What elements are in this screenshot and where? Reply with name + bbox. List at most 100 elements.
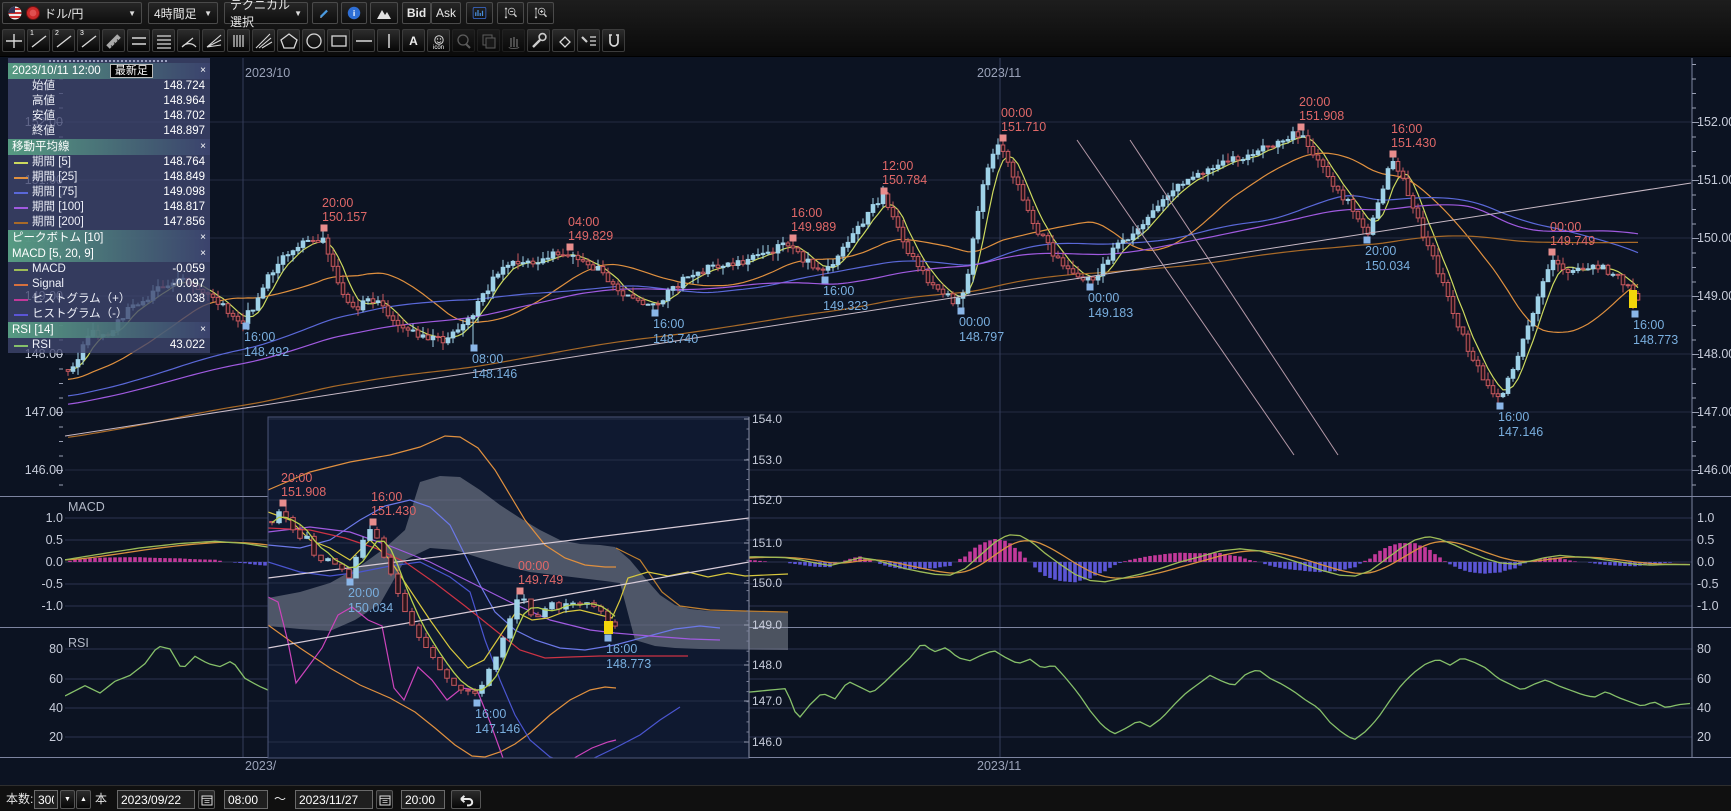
eraser-tool[interactable] xyxy=(552,29,575,52)
from-date-input[interactable] xyxy=(117,790,195,809)
zoom-in-vertical-button[interactable] xyxy=(527,2,554,24)
count-decrement-button[interactable]: ▼ xyxy=(60,790,75,809)
line-swatch-icon xyxy=(14,345,28,347)
count-increment-button[interactable]: ▲ xyxy=(76,790,91,809)
timeframe-select[interactable]: 4時間足 ▼ xyxy=(148,2,218,24)
low-marker xyxy=(346,578,354,586)
annotation-price: 150.157 xyxy=(322,210,367,224)
peakbottom-section-header: ピークボトム [10] × xyxy=(8,230,210,246)
svg-text:149.0: 149.0 xyxy=(752,618,782,632)
chart-background xyxy=(0,56,1731,785)
technical-select-button[interactable]: テクニカル選択 ▼ xyxy=(224,0,308,29)
row-label: 安値 xyxy=(32,110,55,122)
icon-tool-label: icon xyxy=(432,45,444,51)
low-marker xyxy=(242,322,250,330)
rsi-section-header: RSI [14] × xyxy=(8,322,210,338)
to-date-input[interactable] xyxy=(295,790,373,809)
bar-chart-icon xyxy=(472,7,487,19)
revert-tool[interactable] xyxy=(452,29,475,52)
range-tilde-label: ～ xyxy=(274,792,287,806)
copy-tool[interactable] xyxy=(477,29,500,52)
pentagon-tool[interactable] xyxy=(277,29,300,52)
panel-drag-handle[interactable] xyxy=(49,58,169,63)
trendline3-tool[interactable]: 3 xyxy=(77,29,100,52)
line-swatch-icon xyxy=(14,284,28,286)
from-date-calendar-button[interactable] xyxy=(198,790,215,809)
high-marker xyxy=(789,234,797,242)
text-tool[interactable]: A xyxy=(402,29,425,52)
annotation-price: 151.908 xyxy=(281,485,326,499)
ask-toggle[interactable]: Ask xyxy=(431,2,461,24)
zoom-out-vertical-button[interactable] xyxy=(497,2,524,24)
trendline1-tool[interactable]: 1 xyxy=(27,29,50,52)
to-date-calendar-button[interactable] xyxy=(376,790,393,809)
row-label: 始値 xyxy=(32,80,55,92)
close-icon[interactable]: × xyxy=(200,324,206,335)
macd-panel-title: MACD xyxy=(68,500,105,514)
inset-zoom-window[interactable]: 154.0 153.0 152.0 151.0 150.0 149.0 148.0 147.0… xyxy=(267,412,789,785)
chart-style-button[interactable] xyxy=(466,2,493,24)
bid-label: Bid xyxy=(406,6,427,20)
latest-bar-badge: 最新足 xyxy=(109,64,153,78)
fan-arc-tool[interactable] xyxy=(177,29,200,52)
crosshair-tool[interactable] xyxy=(2,29,25,52)
vertical-line-tool[interactable] xyxy=(377,29,400,52)
trendline xyxy=(1129,139,1339,456)
pitchfork-tool[interactable] xyxy=(252,29,275,52)
drag-hand-tool[interactable] xyxy=(502,29,525,52)
annotation-time: 00:00 xyxy=(959,315,990,329)
settings-list-tool[interactable] xyxy=(577,29,600,52)
rsi-section-title: RSI [14] xyxy=(12,324,54,336)
svg-text:60: 60 xyxy=(49,672,63,686)
fibonacci-timezones-tool[interactable] xyxy=(227,29,250,52)
close-icon[interactable]: × xyxy=(200,232,206,243)
row-label: MACD xyxy=(32,263,66,275)
annotation-price: 148.773 xyxy=(1633,333,1678,347)
annotation-time: 00:00 xyxy=(1550,220,1581,234)
bar-count-input[interactable] xyxy=(34,790,58,809)
svg-text:80: 80 xyxy=(1697,642,1711,656)
fibonacci-lines-tool[interactable] xyxy=(152,29,175,52)
low-marker xyxy=(473,699,481,707)
high-marker xyxy=(369,518,377,526)
panel-row: 始値 148.724 xyxy=(8,79,210,94)
chart-canvas[interactable]: 152.00152.00151.00151.00150.00150.00149.… xyxy=(0,56,1731,785)
circle-tool[interactable] xyxy=(302,29,325,52)
svg-text:40: 40 xyxy=(1697,701,1711,715)
close-icon[interactable]: × xyxy=(200,65,206,76)
inset-indicator-line xyxy=(268,499,721,651)
chevron-down-icon: ▼ xyxy=(204,8,212,18)
annotation-price: 148.740 xyxy=(653,332,698,346)
icon-stamp-tool[interactable]: icon xyxy=(427,29,450,52)
rsi-panel-title: RSI xyxy=(68,636,89,650)
ruler-tool[interactable] xyxy=(102,29,125,52)
magnet-clear-tool[interactable] xyxy=(602,29,625,52)
row-label: 期間 [25] xyxy=(32,171,78,183)
annotation-time: 16:00 xyxy=(244,330,275,344)
text-tool-glyph: A xyxy=(409,33,418,48)
draw-mode-button[interactable] xyxy=(312,2,338,24)
from-time-input[interactable] xyxy=(224,790,268,809)
info-button[interactable]: i xyxy=(341,2,367,24)
close-icon[interactable]: × xyxy=(200,248,206,259)
row-label: 高値 xyxy=(32,95,55,107)
trendline2-tool[interactable]: 2 xyxy=(52,29,75,52)
svg-text:150.00: 150.00 xyxy=(1697,231,1731,245)
high-marker xyxy=(880,187,888,195)
parallel-lines-tool[interactable] xyxy=(127,29,150,52)
mountain-chart-button[interactable] xyxy=(370,2,398,24)
panel-row: MACD -0.059 xyxy=(8,262,210,277)
to-time-input[interactable] xyxy=(401,790,445,809)
svg-text:20: 20 xyxy=(1697,730,1711,744)
reload-button[interactable] xyxy=(451,790,481,809)
timeframe-label: 4時間足 xyxy=(154,6,197,21)
horizontal-line-tool[interactable] xyxy=(352,29,375,52)
svg-text:151.0: 151.0 xyxy=(752,536,782,550)
wrench-tool[interactable] xyxy=(527,29,550,52)
bid-toggle[interactable]: Bid xyxy=(402,2,431,24)
row-value: 148.817 xyxy=(163,201,205,213)
close-icon[interactable]: × xyxy=(200,141,206,152)
rectangle-tool[interactable] xyxy=(327,29,350,52)
fan-lines-tool[interactable] xyxy=(202,29,225,52)
symbol-select[interactable]: ドル/円 ▼ xyxy=(2,2,142,24)
